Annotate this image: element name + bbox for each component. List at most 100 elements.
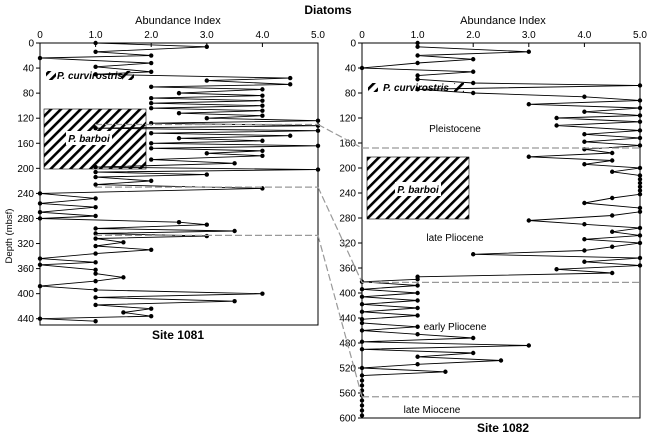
y-tick-label-site-1082: 120 <box>339 114 356 125</box>
data-point-site-1082 <box>582 222 587 227</box>
data-point-site-1082 <box>415 324 420 329</box>
site-1082-y-ticks: 0408012016020024028032036040044048052056… <box>339 39 362 425</box>
data-point-site-1082 <box>610 158 615 163</box>
x-tick-label-site-1082: 5.0 <box>633 30 647 41</box>
boundary-correlation-lines <box>95 123 640 398</box>
data-point-site-1081 <box>93 302 98 308</box>
data-point-site-1081 <box>93 196 98 201</box>
data-point-site-1082 <box>610 244 615 249</box>
data-point-site-1082 <box>359 347 365 352</box>
data-point-site-1082 <box>526 218 531 223</box>
data-point-site-1081 <box>93 204 98 210</box>
y-tick-label-site-1082: 560 <box>339 389 356 400</box>
data-point-site-1082 <box>471 335 476 341</box>
data-point-site-1082 <box>526 49 531 54</box>
y-tick-label-site-1081: 440 <box>17 314 34 325</box>
data-point-site-1081 <box>260 153 265 158</box>
data-point-site-1082 <box>582 94 587 99</box>
data-point-site-1081 <box>37 216 43 221</box>
y-tick-label-site-1082: 400 <box>339 289 356 300</box>
data-point-site-1081 <box>93 236 98 241</box>
data-point-site-1081 <box>149 100 154 106</box>
y-tick-label-site-1081: 280 <box>17 214 34 225</box>
data-point-site-1082 <box>359 294 365 299</box>
data-point-site-1081 <box>260 148 265 153</box>
data-point-site-1081 <box>93 64 98 70</box>
data-point-site-1081 <box>288 82 293 87</box>
data-point-site-1082 <box>471 350 476 356</box>
data-point-site-1082 <box>415 44 420 49</box>
data-point-site-1081 <box>93 251 98 256</box>
site-1082-series <box>359 40 643 418</box>
data-point-site-1082 <box>359 413 365 418</box>
late-early-pliocene-boundary-connector <box>317 186 363 283</box>
data-point-site-1082 <box>415 362 420 367</box>
data-point-site-1082 <box>471 90 476 96</box>
data-point-site-1082 <box>359 320 365 326</box>
data-point-site-1082 <box>443 369 448 374</box>
x-tick-label-site-1081: 5.0 <box>311 30 325 41</box>
data-point-site-1081 <box>315 118 321 123</box>
data-point-site-1082 <box>359 408 365 413</box>
x-tick-label-site-1081: 4.0 <box>255 30 269 41</box>
data-point-site-1081 <box>260 108 265 113</box>
site-1081-plot-frame <box>39 42 319 326</box>
data-point-site-1081 <box>37 262 43 268</box>
data-point-site-1081 <box>93 271 98 276</box>
data-point-site-1082 <box>637 135 643 141</box>
curvirostris-label: P. curvirostris <box>57 71 123 82</box>
data-point-site-1081 <box>37 55 43 61</box>
y-tick-label-site-1082: 40 <box>345 64 357 75</box>
data-point-site-1081 <box>176 220 182 225</box>
y-tick-label-site-1081: 200 <box>17 164 34 175</box>
site-1081-y-ticks: 0 40 80 120 160 200 240 280 320 360 400 440 <box>17 39 40 325</box>
y-tick-label-site-1081: 160 <box>17 139 34 150</box>
data-point-site-1082 <box>415 298 420 303</box>
data-point-site-1082 <box>637 83 643 88</box>
data-point-site-1082 <box>637 98 643 103</box>
data-point-site-1082 <box>582 259 587 264</box>
data-point-site-1082 <box>359 287 365 292</box>
y-tick-label-site-1082: 440 <box>339 314 356 325</box>
data-point-site-1081 <box>149 95 154 101</box>
data-point-site-1082 <box>637 240 643 246</box>
data-point-site-1081 <box>260 98 265 103</box>
data-point-site-1082 <box>637 233 643 238</box>
site-1081-x-ticks: 0 1.0 2.0 3.0 4.0 5.0 <box>37 30 325 47</box>
data-point-site-1082 <box>610 169 615 174</box>
stage-label-late-miocene: late Miocene <box>404 405 461 416</box>
data-point-site-1081 <box>93 174 98 180</box>
data-point-site-1082 <box>526 343 531 348</box>
data-point-site-1081 <box>93 40 98 46</box>
y-tick-label-site-1081: 40 <box>23 64 35 75</box>
pliocene-miocene-boundary-connector <box>317 235 363 397</box>
data-point-site-1082 <box>498 358 504 363</box>
data-point-site-1081 <box>121 275 126 280</box>
data-point-site-1081 <box>37 191 43 196</box>
pleistocene-pliocene-boundary-connector <box>317 123 363 149</box>
data-point-site-1082 <box>554 115 559 121</box>
data-point-site-1081 <box>93 164 98 170</box>
y-tick-label-site-1082: 160 <box>339 139 356 150</box>
data-point-site-1081 <box>93 267 98 273</box>
stage-label-pleistocene: Pleistocene <box>429 124 481 135</box>
data-point-site-1081 <box>176 136 182 141</box>
y-tick-label-site-1081: 400 <box>17 289 34 300</box>
data-point-site-1082 <box>610 213 615 218</box>
data-point-site-1081 <box>204 222 209 227</box>
data-point-site-1081 <box>149 306 154 311</box>
data-point-site-1082 <box>637 128 643 133</box>
data-point-site-1081 <box>93 278 98 284</box>
y-tick-label-site-1082: 320 <box>339 239 356 250</box>
data-point-site-1081 <box>315 143 321 148</box>
data-point-site-1081 <box>149 157 154 162</box>
x-tick-label-site-1081: 3.0 <box>200 30 214 41</box>
data-point-site-1081 <box>37 210 43 215</box>
data-point-site-1081 <box>176 110 182 116</box>
data-point-site-1082 <box>359 309 365 314</box>
data-point-site-1081 <box>37 256 43 261</box>
data-point-site-1082 <box>637 255 643 261</box>
data-point-site-1082 <box>582 248 587 253</box>
data-point-site-1081 <box>260 103 265 108</box>
